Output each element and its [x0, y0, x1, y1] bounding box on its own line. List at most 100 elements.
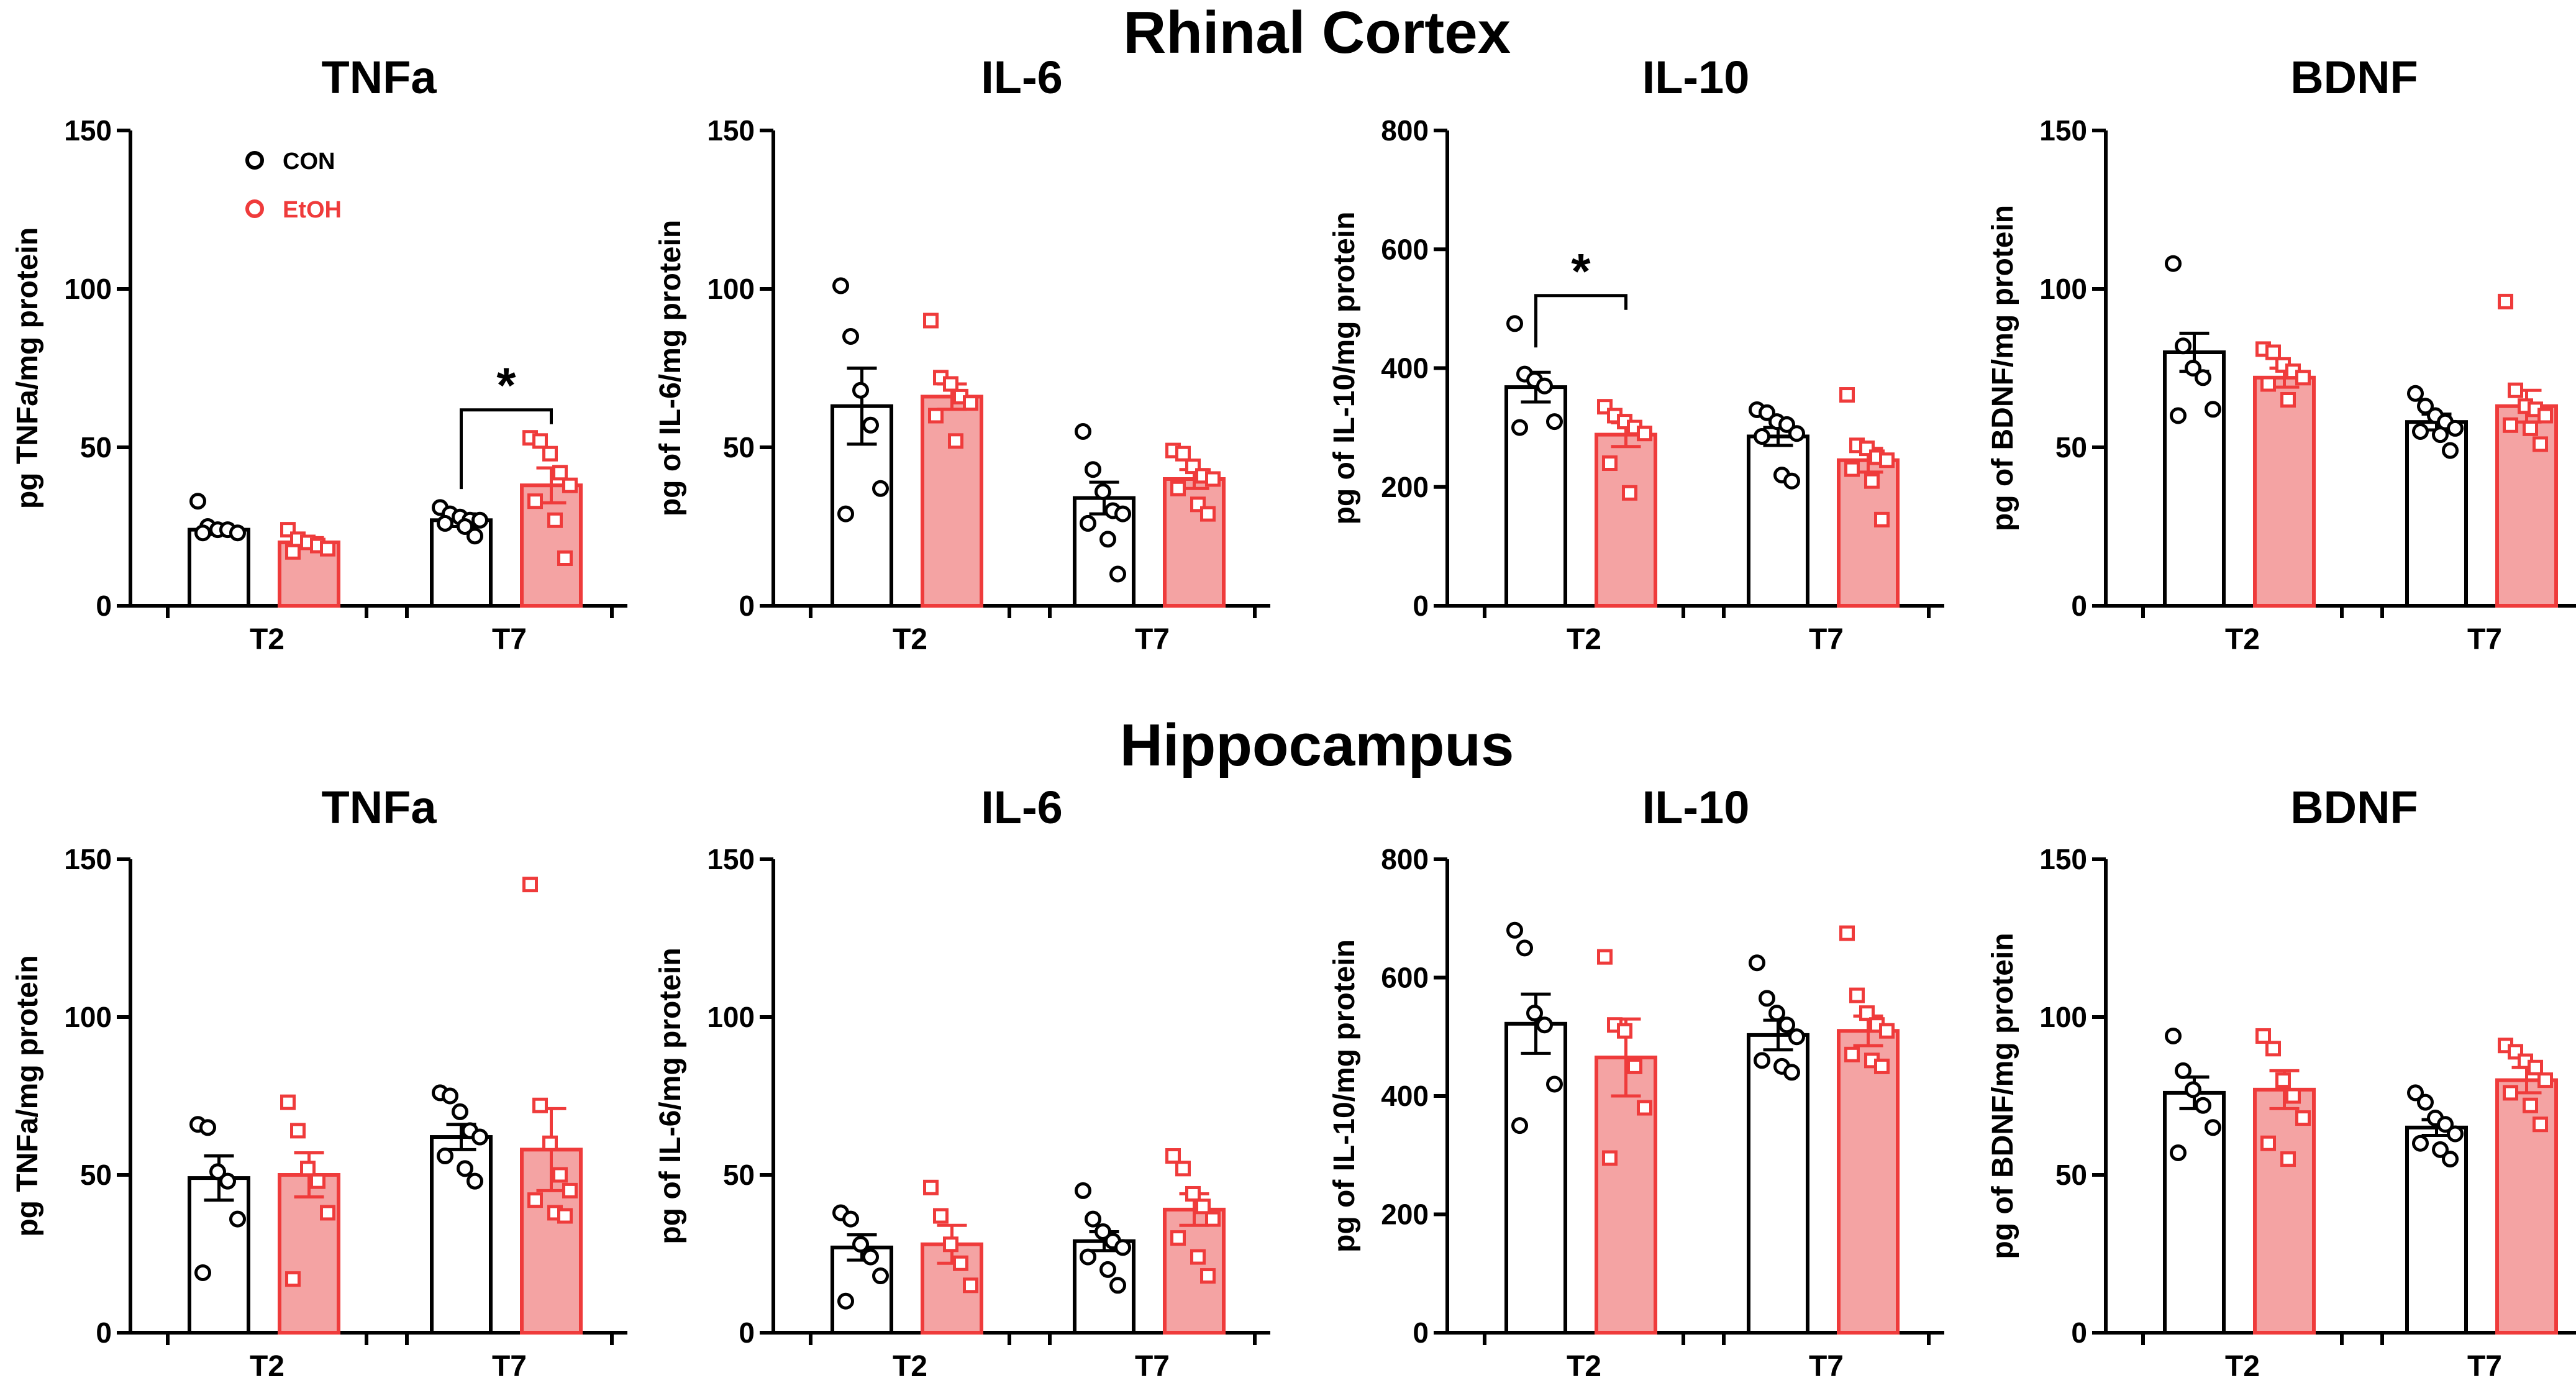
- data-point-etoh: [522, 877, 538, 893]
- y-tick-label: 0: [96, 1317, 112, 1349]
- data-point-etoh: [933, 1208, 949, 1224]
- data-point-etoh: [1637, 426, 1652, 442]
- y-tick-label: 150: [64, 114, 112, 147]
- data-point-etoh: [2280, 1151, 2296, 1167]
- data-point-con: [194, 1264, 211, 1281]
- data-point-con: [199, 1119, 216, 1136]
- data-point-etoh: [1839, 387, 1855, 403]
- significance-star: *: [1571, 244, 1591, 299]
- chart-panels: TNFa pg TNFa/mg protein 0 50 100 150 T2 T7 * CON E…: [11, 52, 2576, 1383]
- y-tick-label: 0: [739, 1317, 755, 1349]
- panel-title: BDNF: [2290, 52, 2418, 103]
- data-point-etoh: [2265, 344, 2281, 360]
- x-tick-label: T2: [893, 623, 927, 656]
- panel-title: IL-6: [981, 52, 1063, 103]
- x-tick-label: T2: [893, 1350, 927, 1383]
- data-point-con: [194, 524, 211, 542]
- data-point-con: [2407, 385, 2424, 402]
- y-tick-label: 50: [2055, 1159, 2087, 1191]
- data-point-con: [1788, 425, 1805, 442]
- data-point-con: [219, 1172, 236, 1190]
- data-point-con: [2437, 1116, 2454, 1133]
- bar-con-t2: [188, 527, 250, 608]
- data-point-etoh: [562, 477, 578, 493]
- data-point-con: [452, 1103, 468, 1120]
- data-point-con: [1075, 1182, 1091, 1199]
- data-point-con: [1506, 315, 1523, 332]
- data-point-etoh: [300, 1161, 316, 1177]
- data-point-con: [1516, 939, 1533, 957]
- data-point-con: [1075, 423, 1091, 440]
- data-point-con: [2205, 401, 2221, 418]
- y-tick-label: 400: [1381, 1080, 1429, 1112]
- x-tick-label: T2: [1567, 623, 1601, 656]
- data-point-etoh: [1175, 1161, 1191, 1177]
- panel-title: TNFa: [322, 52, 437, 103]
- data-point-con: [862, 1248, 879, 1266]
- data-point-con: [1754, 427, 1770, 445]
- x-tick-label: T2: [1567, 1350, 1601, 1383]
- data-point-etoh: [953, 1255, 968, 1271]
- data-point-con: [852, 381, 869, 399]
- y-tick-label: 100: [2039, 1001, 2087, 1033]
- x-tick-label: T7: [1135, 623, 1170, 656]
- data-point-con: [209, 1163, 226, 1180]
- data-point-etoh: [547, 512, 563, 528]
- data-point-etoh: [2275, 1072, 2291, 1089]
- bar-etoh-t2: [278, 1173, 340, 1335]
- y-tick-label: 100: [707, 1001, 755, 1033]
- data-point-etoh: [1602, 1150, 1618, 1166]
- data-point-etoh: [1602, 455, 1618, 471]
- y-tick-label: 100: [707, 273, 755, 305]
- x-tick-label: T2: [250, 623, 284, 656]
- data-point-etoh: [943, 376, 958, 392]
- data-point-con: [1511, 419, 1528, 436]
- y-tick-label: 50: [723, 431, 755, 463]
- legend-label-etoh: EtOH: [283, 197, 342, 223]
- data-point-etoh: [1859, 1005, 1875, 1021]
- data-point-etoh: [310, 1173, 325, 1189]
- data-point-con: [1783, 472, 1800, 490]
- panel-title: BDNF: [2290, 782, 2418, 833]
- data-point-etoh: [2523, 1097, 2538, 1113]
- data-point-con: [2205, 1119, 2221, 1136]
- data-point-etoh: [2265, 1041, 2281, 1057]
- bar-con-t2: [188, 1176, 250, 1335]
- data-point-etoh: [1200, 1268, 1216, 1284]
- panel-rhinal-il-6: IL-6 pg of IL-6/mg protein 0 50 100 150 T2 T7: [654, 52, 1270, 656]
- y-axis-label: pg of IL-6/mg protein: [654, 220, 687, 516]
- x-tick-label: T2: [2225, 623, 2260, 656]
- data-point-etoh: [2523, 420, 2538, 436]
- data-point-con: [2195, 1097, 2211, 1114]
- data-point-con: [2170, 1144, 2187, 1161]
- data-point-etoh: [532, 1097, 548, 1113]
- data-point-con: [1526, 1005, 1543, 1022]
- data-point-etoh: [2528, 1059, 2543, 1075]
- data-point-con: [1099, 1261, 1116, 1278]
- data-point-con: [852, 1236, 869, 1253]
- data-point-con: [1095, 1223, 1111, 1240]
- data-point-etoh: [285, 544, 301, 560]
- bar-etoh-t7: [1837, 458, 1900, 608]
- data-point-con: [1778, 416, 1795, 433]
- y-tick-label: 0: [2071, 1317, 2087, 1349]
- y-axis-label: pg of IL-6/mg protein: [654, 947, 687, 1244]
- data-point-con: [872, 480, 889, 497]
- y-tick-label: 100: [64, 1001, 112, 1033]
- bar-etoh-t2: [2253, 375, 2316, 608]
- significance-star: *: [496, 358, 516, 413]
- x-tick-label: T7: [492, 623, 527, 656]
- panel-rhinal-bdnf: BDNF pg of BDNF/mg protein 0 50 100 150 T2 T7: [1987, 52, 2576, 656]
- data-point-con: [2432, 1141, 2449, 1158]
- data-point-etoh: [557, 1208, 573, 1224]
- y-tick-label: 0: [739, 590, 755, 622]
- bar-con-t7: [1747, 1033, 1809, 1335]
- data-point-etoh: [2533, 436, 2548, 452]
- data-point-con: [2195, 369, 2211, 386]
- y-tick-label: 200: [1381, 1198, 1429, 1231]
- data-point-con: [2170, 407, 2187, 424]
- data-point-etoh: [1185, 1185, 1201, 1202]
- data-point-con: [2432, 426, 2449, 444]
- data-point-etoh: [1849, 987, 1865, 1003]
